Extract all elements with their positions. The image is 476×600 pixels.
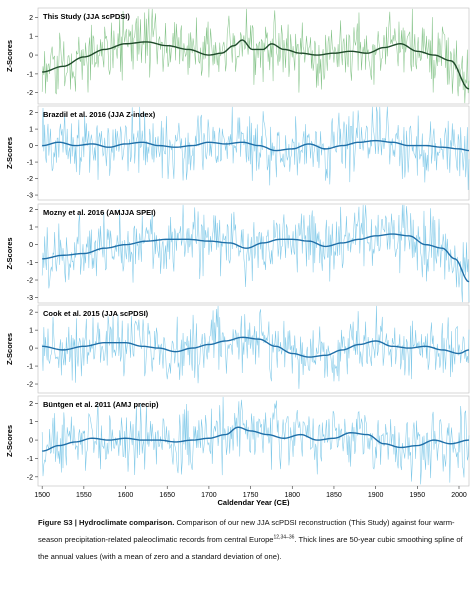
x-tick-label: 1750 bbox=[243, 492, 259, 499]
caption-body: Comparison of our new JJA scPDSI reconst… bbox=[38, 518, 455, 544]
spline-series-line bbox=[42, 233, 470, 283]
x-tick-label: 1550 bbox=[76, 492, 92, 499]
panel-5: 2 1 0 -1 -2 Z-Scores Büntgen et al. 2011 (AMJ … bbox=[5, 395, 470, 487]
x-tick-label: 2000 bbox=[451, 492, 467, 499]
x-tick-label: 1950 bbox=[410, 492, 426, 499]
y-axis-label: Z-Scores bbox=[5, 237, 14, 269]
y-tick-label: 2 bbox=[29, 401, 33, 408]
y-axis-label: Z-Scores bbox=[5, 137, 14, 169]
y-tick-label: 2 bbox=[29, 15, 33, 22]
y-tick-label: 1 bbox=[29, 419, 33, 426]
y-tick-label: 0 bbox=[29, 346, 33, 353]
annual-series-line bbox=[41, 8, 470, 104]
y-tick-label: -1 bbox=[27, 364, 33, 371]
panel-title: Mozny et al. 2016 (AMJJA SPEI) bbox=[43, 208, 156, 217]
y-tick-label: -2 bbox=[27, 90, 33, 97]
panel-3: 2 1 0 -1 -2 -3 Z-Scores Mozny et al. 2016 (AMJJ… bbox=[5, 203, 470, 304]
panel-title: Brazdil et al. 2016 (JJA Z-index) bbox=[43, 110, 156, 119]
y-tick-label: -1 bbox=[27, 456, 33, 463]
x-tick-label: 1850 bbox=[326, 492, 342, 499]
y-tick-label: 0 bbox=[29, 143, 33, 150]
caption-body-end: . Thick lines are 50-year cubic smoothin… bbox=[38, 535, 463, 561]
annual-series-line bbox=[41, 396, 470, 485]
panel-frame bbox=[37, 105, 470, 201]
annual-series-line bbox=[41, 204, 470, 303]
y-tick-label: 1 bbox=[29, 328, 33, 335]
panel-1: 2 1 0 -1 -2 Z-Scores This Study (JJA scPDSI) bbox=[5, 7, 470, 105]
spline-series-line bbox=[42, 336, 470, 358]
caption-references: 12,34–36 bbox=[273, 534, 295, 541]
panel-frame bbox=[37, 304, 470, 394]
x-tick-label: 1600 bbox=[118, 492, 134, 499]
y-tick-label: 2 bbox=[29, 110, 33, 117]
y-tick-label: -2 bbox=[27, 382, 33, 389]
x-tick-label: 1650 bbox=[159, 492, 175, 499]
x-tick-label: 1800 bbox=[284, 492, 300, 499]
y-tick-label: 1 bbox=[29, 127, 33, 134]
y-tick-label: 1 bbox=[29, 224, 33, 231]
annual-series-line bbox=[41, 106, 470, 190]
figure-caption: Figure S3 | Hydroclimate comparison. Com… bbox=[38, 514, 468, 565]
y-tick-label: 0 bbox=[29, 438, 33, 445]
figure-chart: 2 1 0 -1 -2 Z-Scores This Study (JJA scPDSI) 2 1… bbox=[5, 7, 470, 506]
y-tick-label: -1 bbox=[27, 160, 33, 167]
y-axis-label: Z-Scores bbox=[5, 40, 14, 72]
panel-frame bbox=[37, 203, 470, 304]
panel-frame bbox=[37, 7, 470, 105]
spline-series-line bbox=[42, 39, 470, 90]
y-axis-label: Z-Scores bbox=[5, 425, 14, 457]
x-axis-label: Caldendar Year (CE) bbox=[218, 498, 290, 506]
y-tick-label: -1 bbox=[27, 260, 33, 267]
x-tick-label: 1900 bbox=[368, 492, 384, 499]
y-tick-label: -2 bbox=[27, 176, 33, 183]
y-tick-label: 2 bbox=[29, 310, 33, 317]
panel-title: Cook et al. 2015 (JJA scPDSI) bbox=[43, 309, 149, 318]
spline-series-line bbox=[42, 426, 470, 452]
x-tick-label: 1500 bbox=[34, 492, 50, 499]
y-tick-label: 1 bbox=[29, 34, 33, 41]
y-tick-label: -3 bbox=[27, 295, 33, 302]
caption-lead: Figure S3 | Hydroclimate comparison. bbox=[38, 518, 175, 527]
y-axis-label: Z-Scores bbox=[5, 333, 14, 365]
panel-4: 2 1 0 -1 -2 Z-Scores Cook et al. 2015 (JJA scP… bbox=[5, 304, 470, 394]
y-tick-label: 0 bbox=[29, 53, 33, 60]
y-tick-label: -1 bbox=[27, 71, 33, 78]
x-tick-label: 1700 bbox=[201, 492, 217, 499]
spline-series-line bbox=[42, 139, 470, 152]
annual-series-line bbox=[41, 305, 470, 389]
panel-title: This Study (JJA scPDSI) bbox=[43, 12, 130, 21]
y-tick-label: -2 bbox=[27, 278, 33, 285]
panel-frame bbox=[37, 395, 470, 487]
y-tick-label: 0 bbox=[29, 242, 33, 249]
y-tick-label: 2 bbox=[29, 207, 33, 214]
panel-title: Büntgen et al. 2011 (AMJ precip) bbox=[43, 400, 159, 409]
y-tick-label: -3 bbox=[27, 193, 33, 200]
panel-2: 2 1 0 -1 -2 -3 Z-Scores Brazdil et al. 2016 (JJ… bbox=[5, 105, 470, 201]
y-tick-label: -2 bbox=[27, 474, 33, 481]
